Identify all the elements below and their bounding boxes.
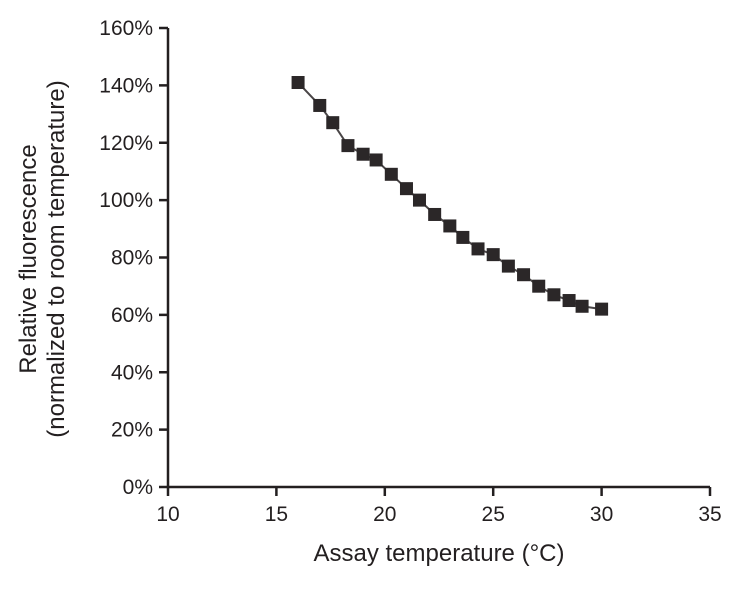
data-series-line xyxy=(297,81,602,311)
data-point-marker xyxy=(532,279,546,293)
y-tick-label: 0% xyxy=(123,476,153,499)
data-point-marker xyxy=(399,182,413,196)
y-tick-label: 60% xyxy=(111,304,153,327)
data-point-marker xyxy=(471,242,485,256)
data-point-marker xyxy=(456,230,470,244)
data-point-marker xyxy=(384,167,398,181)
data-point-marker xyxy=(341,139,355,153)
data-point-marker xyxy=(486,248,500,262)
data-point-marker xyxy=(501,259,515,273)
y-tick-label: 80% xyxy=(111,247,153,270)
y-axis-title: Relative fluorescence (normalized to roo… xyxy=(15,0,73,519)
y-tick-label: 120% xyxy=(99,132,153,155)
data-point-marker xyxy=(428,207,442,221)
data-point-marker xyxy=(547,288,561,302)
x-tick-label: 35 xyxy=(698,503,721,526)
data-point-marker xyxy=(412,193,426,207)
x-tick-label: 20 xyxy=(373,503,396,526)
data-point-marker xyxy=(356,147,370,161)
data-point-marker xyxy=(517,268,531,282)
data-point-marker xyxy=(313,98,327,112)
y-axis-title-line2: (normalized to room temperature) xyxy=(43,80,70,438)
y-tick-label: 100% xyxy=(99,189,153,212)
y-tick-label: 40% xyxy=(111,361,153,384)
x-tick-label: 25 xyxy=(482,503,505,526)
data-point-marker xyxy=(291,76,305,90)
data-point-marker xyxy=(595,302,609,316)
data-point-marker xyxy=(443,219,457,233)
y-tick-label: 140% xyxy=(99,74,153,97)
x-tick-label: 30 xyxy=(590,503,613,526)
y-axis-title-line1: Relative fluorescence xyxy=(15,144,42,374)
data-point-marker xyxy=(562,294,576,308)
x-axis-title: Assay temperature (°C) xyxy=(313,540,565,567)
y-tick-label: 160% xyxy=(99,17,153,40)
y-tick-label: 20% xyxy=(111,419,153,442)
x-tick-label: 15 xyxy=(265,503,288,526)
x-tick-label: 10 xyxy=(156,503,179,526)
data-point-marker xyxy=(369,153,383,167)
data-point-marker xyxy=(326,116,340,130)
data-point-marker xyxy=(575,299,589,313)
